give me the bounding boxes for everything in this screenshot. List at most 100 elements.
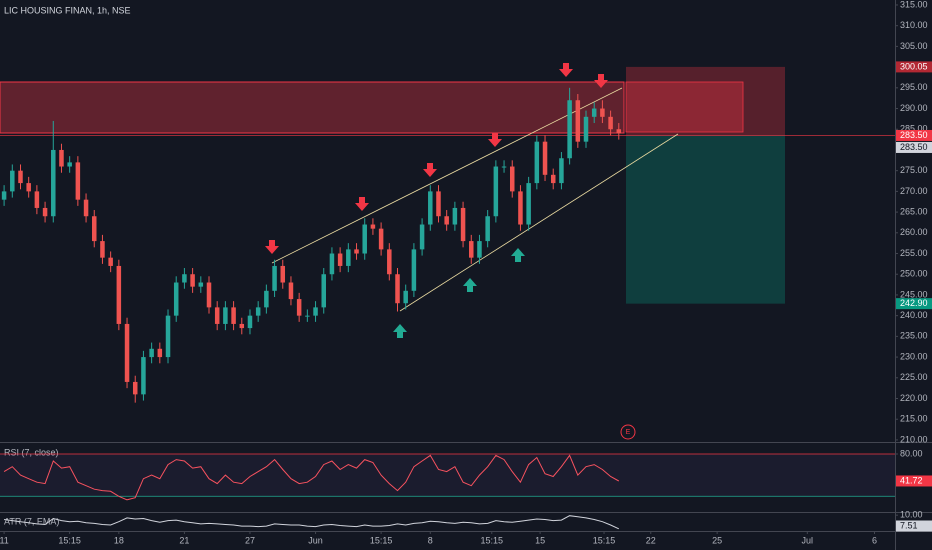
candle-body	[477, 241, 482, 258]
price-label-box	[896, 61, 932, 73]
y-tick-label: 220.00	[900, 393, 928, 403]
candle-body	[608, 116, 613, 130]
candle-body	[575, 100, 581, 142]
candle-body	[452, 207, 458, 225]
candle-body	[591, 108, 597, 117]
y-tick-label: 225.00	[900, 372, 928, 382]
candle-body	[329, 253, 335, 275]
indicator-line	[3, 454, 620, 501]
candle-body	[214, 307, 220, 324]
candle-body	[444, 216, 449, 225]
target-zone-inner	[625, 81, 744, 133]
candle-body	[411, 249, 417, 291]
candle-body	[370, 224, 376, 229]
x-tick-label: 15:15	[58, 535, 81, 545]
y-tick-label: 265.00	[900, 206, 928, 216]
y-tick-label: 255.00	[900, 248, 928, 258]
candle-body	[10, 170, 15, 192]
candle-body	[567, 100, 572, 159]
candle-body	[305, 315, 310, 317]
x-tick-label: 15:15	[480, 535, 503, 545]
price-label: 283.50	[900, 130, 928, 140]
indicator-line	[4, 515, 620, 530]
y-tick-label: 295.00	[900, 82, 928, 92]
price-label-box	[896, 298, 932, 310]
candle-body	[395, 274, 400, 304]
candle-body	[469, 241, 474, 258]
x-tick-label: Jun	[308, 535, 323, 545]
value-label-box	[896, 475, 932, 487]
target-zone	[626, 66, 785, 136]
candle-body	[264, 290, 269, 308]
candle-body	[206, 282, 212, 308]
channel-upper	[271, 87, 623, 264]
candle-body	[272, 265, 277, 291]
candle-body	[288, 282, 294, 300]
candle-body	[509, 166, 515, 192]
candle-body	[83, 199, 89, 217]
arrow-down	[355, 197, 369, 211]
x-tick-label: 8	[428, 535, 433, 545]
arrow-up	[511, 248, 525, 262]
up-arrows	[393, 248, 525, 338]
price-label: 242.90	[900, 298, 928, 308]
candle-body	[18, 170, 23, 184]
candle-body	[1, 191, 7, 200]
y-tick-label: 10.00	[900, 510, 923, 520]
candle-body	[485, 216, 490, 242]
candle-body	[132, 381, 138, 395]
x-tick-label: 6	[872, 535, 877, 545]
candle-body	[108, 257, 113, 266]
x-tick-label: 22	[646, 535, 656, 545]
x-tick-label: 21	[179, 535, 189, 545]
y-tick-label: 235.00	[900, 331, 928, 341]
arrow-down	[488, 133, 502, 147]
y-tick-label: 250.00	[900, 269, 928, 279]
position-tool	[0, 66, 895, 304]
candle-body	[223, 307, 228, 324]
candle-body	[518, 191, 523, 225]
candle-body	[362, 224, 367, 254]
y-tick-label: 245.00	[900, 289, 928, 299]
candle-body	[616, 129, 622, 134]
arrow-down	[265, 240, 279, 254]
candle-body	[337, 253, 343, 266]
arrow-down	[423, 163, 437, 177]
y-tick-label: 210.00	[900, 434, 928, 444]
candle-body	[550, 174, 556, 184]
candle-body	[182, 274, 187, 283]
price-label: 300.05	[900, 61, 928, 71]
resistance-zone	[0, 81, 625, 134]
value-label: 7.51	[900, 520, 918, 530]
price-label-box	[896, 141, 932, 153]
y-tick-label: 270.00	[900, 186, 928, 196]
y-tick-label: 80.00	[900, 448, 923, 458]
candle-body	[534, 141, 540, 184]
arrow-up	[463, 278, 477, 292]
x-tick-label: 27	[245, 535, 255, 545]
candle-body	[239, 323, 245, 329]
x-tick-label: 15:15	[593, 535, 616, 545]
candle-body	[378, 228, 384, 250]
arrow-down	[594, 74, 608, 88]
candle-body	[354, 249, 359, 254]
x-tick-label: 18	[114, 535, 124, 545]
candle-body	[559, 158, 564, 184]
earnings-letter: E	[626, 429, 631, 436]
candle-body	[501, 166, 507, 168]
x-tick-label: 11	[0, 535, 9, 545]
candle-body	[157, 348, 163, 358]
candle-body	[583, 116, 589, 142]
candle-body	[51, 149, 56, 217]
candle-body	[321, 274, 326, 308]
candle-body	[387, 249, 392, 275]
y-tick-label: 240.00	[900, 310, 928, 320]
rsi-title: RSI (7, close)	[4, 447, 59, 457]
earnings-marker	[620, 424, 636, 440]
candle-body	[124, 323, 130, 382]
arrow-down	[559, 63, 573, 77]
y-tick-label: 310.00	[900, 20, 928, 30]
x-tick-label: 15:15	[370, 535, 393, 545]
candle-body	[165, 315, 171, 358]
y-tick-label: 215.00	[900, 414, 928, 424]
